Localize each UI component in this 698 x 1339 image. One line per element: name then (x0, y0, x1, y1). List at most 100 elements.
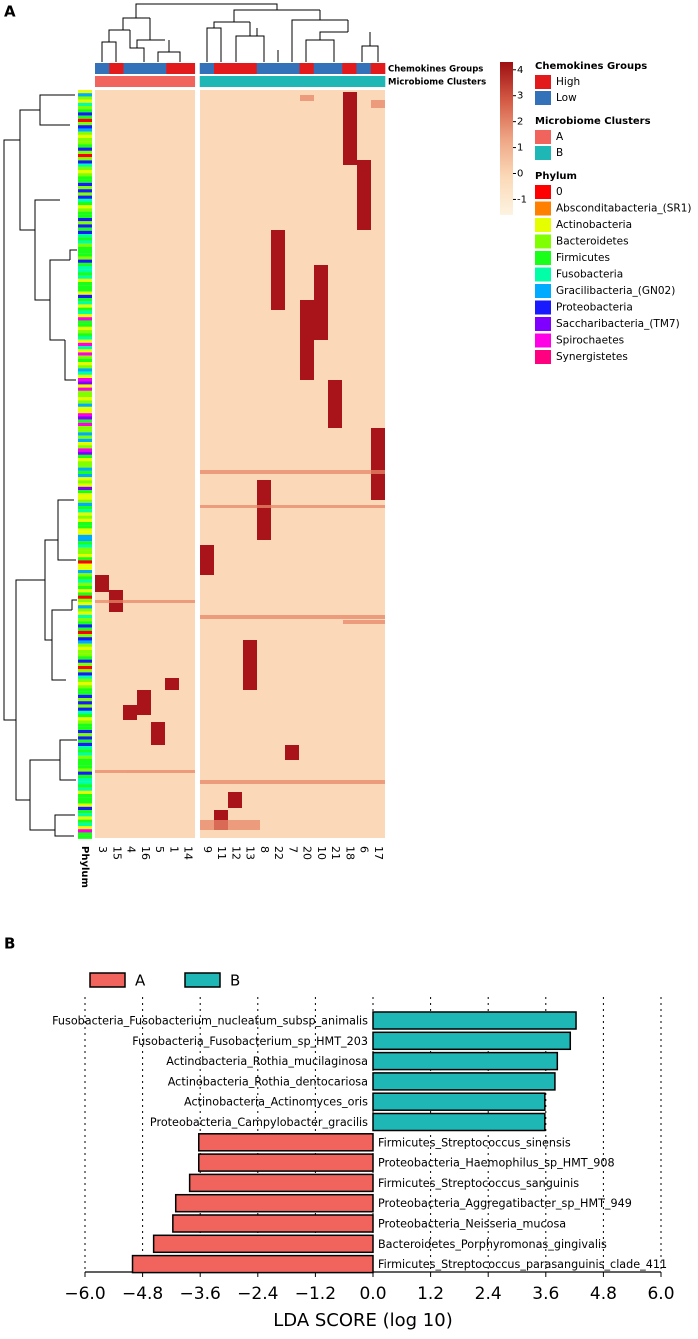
x-tick-label: 1.2 (417, 1284, 444, 1304)
phylum-stripe (78, 790, 92, 795)
column-label: 12 (229, 846, 242, 860)
bar (198, 1153, 374, 1172)
phylum-stripe (78, 592, 92, 596)
heatmap: Phylum 3 15 4 16 5 1 14 9 11 12 13 8 22 7 20 10 21 18 6 17Ch… (78, 61, 692, 888)
column-label: 7 (286, 846, 299, 853)
phylum-stripe (78, 826, 92, 830)
phylum-stripe (78, 822, 92, 827)
phylum-stripe (78, 570, 92, 574)
legend-swatch (535, 350, 551, 364)
column-annotation-cell (342, 76, 357, 87)
phylum-stripe (78, 698, 92, 702)
phylum-stripe (78, 483, 92, 487)
phylum-stripe (78, 646, 92, 651)
phylum-stripe (78, 96, 92, 100)
column-annotation-cell (152, 63, 167, 74)
phylum-stripe (78, 746, 92, 750)
phylum-stripe (78, 378, 92, 382)
column-annotation-cell (152, 76, 167, 87)
category-label: Proteobacteria_Aggregatibacter_sp_HMT_94… (378, 1197, 632, 1210)
phylum-stripe (78, 576, 92, 580)
phylum-stripe (78, 650, 92, 654)
phylum-stripe (78, 688, 92, 692)
phylum-stripe (78, 710, 92, 715)
column-label: 4 (125, 846, 138, 853)
phylum-stripe (78, 480, 92, 484)
column-annotation-cell (123, 76, 139, 87)
column-label: 10 (315, 846, 328, 860)
phylum-stripe (78, 534, 92, 539)
phylum-stripe (78, 458, 92, 462)
phylum-stripe (78, 170, 92, 174)
bar (372, 1051, 559, 1071)
phylum-stripe (78, 99, 92, 103)
legend-label: Absconditabacteria_(SR1) (556, 203, 692, 215)
phylum-stripe (78, 506, 92, 510)
phylum-stripe (78, 368, 92, 372)
legend-label: Gracilibacteria_(GN02) (556, 285, 675, 297)
column-annotation-cell (214, 63, 229, 74)
phylum-stripe (78, 518, 92, 523)
phylum-stripe (78, 291, 92, 295)
heatmap-highlights (95, 92, 385, 830)
phylum-stripe (78, 445, 92, 449)
phylum-stripe (78, 781, 92, 785)
legend-swatch (535, 218, 551, 232)
phylum-stripe (78, 179, 92, 183)
phylum-stripe (78, 461, 92, 465)
phylum-stripe (78, 326, 92, 331)
legend-label: Saccharibacteria_(TM7) (556, 318, 680, 330)
phylum-stripe (78, 608, 92, 612)
phylum-stripe (78, 166, 92, 171)
phylum-stripe (78, 381, 92, 385)
phylum-stripe (78, 502, 92, 507)
phylum-stripe (78, 269, 92, 273)
lda-chart: −6.0 −4.8 −3.6 −2.4 −1.2 0.0 1.2 2.4 3.6 4.8 6.0 LD… (52, 972, 674, 1332)
column-annotation-cell (342, 63, 357, 74)
phylum-stripe (78, 605, 92, 609)
column-annotation-label: Microbiome Clusters (388, 78, 486, 88)
column-label: 21 (329, 846, 342, 860)
phylum-stripe (78, 253, 92, 257)
phylum-stripe (78, 240, 92, 244)
phylum-stripe (78, 410, 92, 414)
column-label: 17 (372, 846, 385, 860)
phylum-stripe (78, 624, 92, 628)
phylum-stripe (78, 307, 92, 311)
panel-letter: A (4, 3, 16, 21)
phylum-stripe (78, 323, 92, 327)
panel-letter: B (4, 935, 15, 953)
phylum-stripe (78, 90, 92, 94)
phylum-stripe (78, 138, 92, 142)
column-annotation-cell (95, 76, 110, 87)
column-label: 8 (258, 846, 271, 853)
legend-label: A (556, 131, 564, 143)
phylum-stripe (78, 675, 92, 679)
phylum-stripe (78, 531, 92, 535)
phylum-stripe (78, 339, 92, 343)
legend-swatch (535, 317, 551, 331)
phylum-stripe (78, 358, 92, 363)
column-annotation-cell (95, 63, 110, 74)
phylum-stripe (78, 250, 92, 254)
phylum-stripe (78, 102, 92, 107)
bar (372, 1011, 577, 1030)
phylum-stripe (78, 752, 92, 756)
column-label: 15 (110, 846, 123, 860)
column-label: 14 (182, 846, 195, 860)
column-annotation-cell (180, 76, 196, 87)
phylum-stripe (78, 544, 92, 548)
phylum-stripe (78, 160, 92, 164)
phylum-stripe (78, 550, 92, 555)
phylum-stripe (78, 477, 92, 481)
legend-label: A (135, 972, 146, 990)
x-tick-label: −1.2 (295, 1284, 336, 1304)
column-label: 22 (272, 846, 285, 860)
phylum-stripe (78, 422, 92, 427)
phylum-stripe (78, 560, 92, 564)
phylum-stripe (78, 394, 92, 398)
phylum-stripe (78, 154, 92, 158)
phylum-stripe (78, 742, 92, 747)
column-label: 5 (153, 846, 166, 853)
legend-label: B (230, 972, 240, 990)
